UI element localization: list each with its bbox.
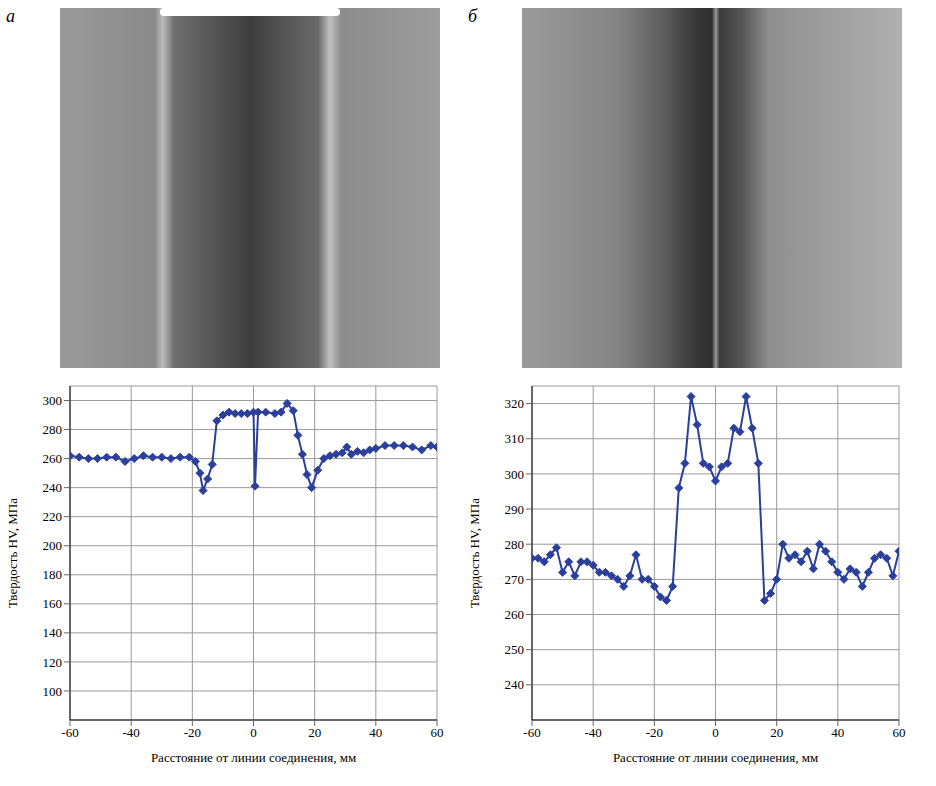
svg-text:300: 300 [43,393,63,408]
svg-text:240: 240 [43,480,63,495]
svg-text:260: 260 [505,607,525,622]
svg-text:-60: -60 [523,725,540,740]
svg-text:320: 320 [505,396,525,411]
svg-text:260: 260 [43,451,63,466]
svg-text:300: 300 [505,467,525,482]
svg-text:310: 310 [505,431,525,446]
svg-text:280: 280 [505,537,525,552]
svg-text:240: 240 [505,677,525,692]
svg-text:20: 20 [308,725,321,740]
svg-text:-20: -20 [184,725,201,740]
svg-text:Расстояние от линии соединения: Расстояние от линии соединения, мм [613,750,818,765]
svg-text:40: 40 [369,725,382,740]
svg-text:20: 20 [770,725,783,740]
svg-text:Расстояние от линии соединения: Расстояние от линии соединения, мм [151,750,356,765]
svg-text:140: 140 [43,625,63,640]
svg-text:290: 290 [505,502,525,517]
svg-text:60: 60 [893,725,906,740]
svg-text:Твердость HV, МПа: Твердость HV, МПа [467,498,482,608]
svg-text:Твердость HV, МПа: Твердость HV, МПа [5,498,20,608]
svg-text:120: 120 [43,655,63,670]
svg-text:-40: -40 [584,725,601,740]
svg-text:220: 220 [43,509,63,524]
svg-text:250: 250 [505,642,525,657]
svg-text:270: 270 [505,572,525,587]
svg-text:280: 280 [43,422,63,437]
svg-text:-20: -20 [646,725,663,740]
svg-text:-60: -60 [61,725,78,740]
html-text:б: б [468,6,478,26]
svg-text:160: 160 [43,596,63,611]
svg-text:-40: -40 [122,725,139,740]
svg-text:40: 40 [831,725,844,740]
svg-text:60: 60 [431,725,444,740]
svg-text:0: 0 [250,725,257,740]
svg-text:200: 200 [43,538,63,553]
svg-text:0: 0 [712,725,719,740]
svg-text:180: 180 [43,567,63,582]
html-text:а: а [6,6,15,26]
svg-text:100: 100 [43,684,63,699]
